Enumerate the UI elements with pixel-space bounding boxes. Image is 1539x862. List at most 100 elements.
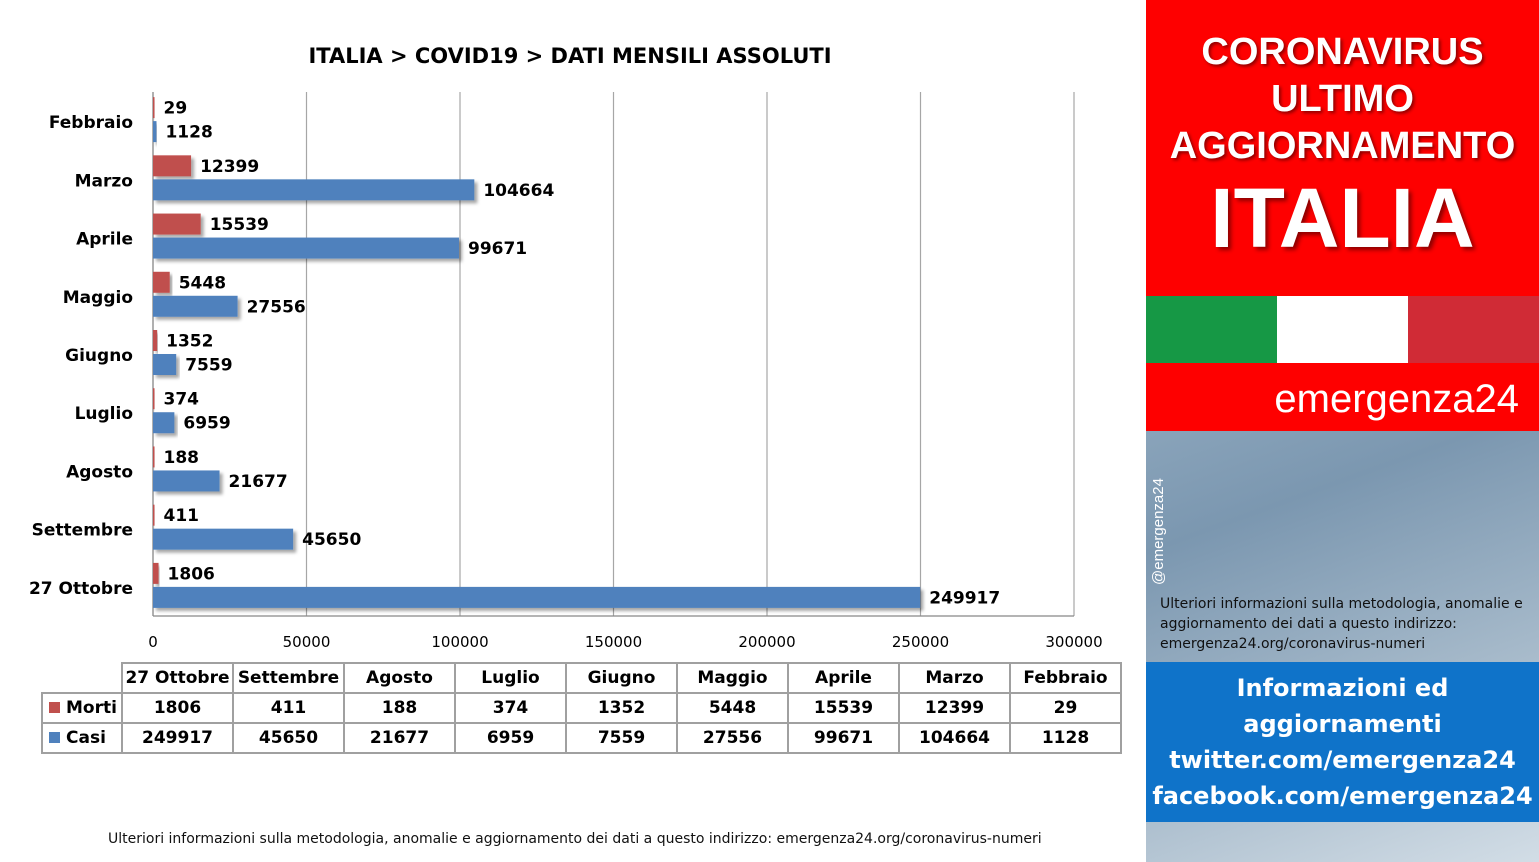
bar-morti <box>153 155 192 177</box>
category-label: 27 Ottobre <box>29 579 133 599</box>
italian-flag <box>1146 296 1539 363</box>
chart-title: ITALIA > COVID19 > DATI MENSILI ASSOLUTI <box>308 44 832 68</box>
category-label: Settembre <box>32 521 133 541</box>
data-label: 12399 <box>200 157 259 177</box>
category-label: Marzo <box>75 171 133 191</box>
table-cell: 5448 <box>676 692 789 724</box>
bar-casi <box>153 354 177 375</box>
bar-morti <box>153 271 170 293</box>
headline-line-1: CORONAVIRUS <box>1201 31 1484 73</box>
table-row: Casi 249917 45650 21677 6959 7559 27556 99671 10… <box>41 722 1122 754</box>
bar-morti <box>153 446 155 468</box>
category-label: Aprile <box>76 230 133 250</box>
table-column-header: Aprile <box>787 662 900 694</box>
table-cell: 6959 <box>454 722 567 754</box>
table-cell: 12399 <box>898 692 1011 724</box>
table-cell: 188 <box>343 692 456 724</box>
headline-line-2: ULTIMO <box>1271 78 1414 120</box>
social-handle: @emergenza24 <box>1150 478 1167 585</box>
bar-casi <box>153 237 459 259</box>
table-column-header: Marzo <box>898 662 1011 694</box>
data-label: 1128 <box>165 123 212 143</box>
data-label: 5448 <box>179 273 226 293</box>
bar-casi <box>153 470 220 492</box>
legend-label: Morti <box>66 698 117 718</box>
flag-green-stripe <box>1146 296 1277 363</box>
category-label: Luglio <box>75 404 133 424</box>
table-cell: 1806 <box>121 692 234 724</box>
info-line-2: aggiornamenti <box>1243 710 1442 738</box>
data-label: 1352 <box>166 332 213 352</box>
table-cell: 99671 <box>787 722 900 754</box>
x-tick-label: 250000 <box>892 633 949 651</box>
data-label: 7559 <box>185 356 232 376</box>
data-label: 104664 <box>483 181 554 201</box>
footer-note: Ulteriori informazioni sulla metodologia… <box>108 831 1042 847</box>
x-tick-label: 0 <box>148 633 158 651</box>
table-column-header: Luglio <box>454 662 567 694</box>
category-label: Maggio <box>63 288 133 308</box>
legend-swatch <box>49 702 60 713</box>
info-line-1: Informazioni ed <box>1236 674 1449 702</box>
info-box: Informazioni ed aggiornamenti twitter.co… <box>1146 662 1539 822</box>
table-cell: 21677 <box>343 722 456 754</box>
bar-casi <box>153 586 921 608</box>
table-column-header: Agosto <box>343 662 456 694</box>
table-cell: 104664 <box>898 722 1011 754</box>
bar-morti <box>153 213 201 235</box>
table-cell: 374 <box>454 692 567 724</box>
x-tick-label: 150000 <box>585 633 642 651</box>
table-cell: 411 <box>232 692 345 724</box>
flag-red-stripe <box>1408 296 1539 363</box>
category-label: Giugno <box>65 346 133 366</box>
data-table: 27 Ottobre Settembre Agosto Luglio Giugno Mag… <box>41 662 1122 754</box>
table-row-header: Casi <box>41 722 123 754</box>
x-tick-label: 50000 <box>283 633 331 651</box>
x-tick-label: 100000 <box>431 633 488 651</box>
bar-morti <box>153 504 155 526</box>
data-label: 411 <box>164 506 200 526</box>
data-label: 6959 <box>183 414 230 434</box>
panel-note: Ulteriori informazioni sulla metodologia… <box>1160 596 1523 652</box>
table-column-header: 27 Ottobre <box>121 662 234 694</box>
data-label: 27556 <box>247 297 306 317</box>
bar-casi <box>153 295 238 317</box>
bar-casi <box>153 121 157 143</box>
side-panel: CORONAVIRUS ULTIMO AGGIORNAMENTO ITALIA … <box>1146 0 1539 862</box>
table-column-header: Giugno <box>565 662 678 694</box>
data-label: 45650 <box>302 530 361 550</box>
data-label: 21677 <box>229 472 288 492</box>
table-row: Morti 1806 411 188 374 1352 5448 15539 12399 29 <box>41 692 1122 724</box>
data-label: 1806 <box>168 564 215 584</box>
twitter-link[interactable]: twitter.com/emergenza24 <box>1169 746 1516 774</box>
table-column-header: Febbraio <box>1009 662 1122 694</box>
bar-chart: 0 50000 100000 150000 200000 250000 300000 Febb… <box>29 92 1103 651</box>
data-label: 15539 <box>210 215 269 235</box>
brand-name: emergenza24 <box>1146 363 1539 431</box>
bar-casi <box>153 528 294 550</box>
table-cell: 29 <box>1009 692 1122 724</box>
table-column-header: Maggio <box>676 662 789 694</box>
data-label: 374 <box>164 390 200 410</box>
data-label: 188 <box>164 448 200 468</box>
country-title: ITALIA <box>1210 171 1475 265</box>
table-cell: 7559 <box>565 722 678 754</box>
headline-line-3: AGGIORNAMENTO <box>1169 125 1516 167</box>
x-tick-label: 200000 <box>738 633 795 651</box>
table-row-header: Morti <box>41 692 123 724</box>
data-label: 29 <box>164 99 188 119</box>
headline-box: CORONAVIRUS ULTIMO AGGIORNAMENTO ITALIA <box>1146 0 1539 296</box>
table-column-header: Settembre <box>232 662 345 694</box>
table-cell: 45650 <box>232 722 345 754</box>
legend-swatch <box>49 732 60 743</box>
legend-label: Casi <box>66 728 106 748</box>
category-label: Agosto <box>66 462 133 482</box>
bar-casi <box>153 179 475 201</box>
table-cell: 1352 <box>565 692 678 724</box>
data-label: 249917 <box>929 588 1000 608</box>
facebook-link[interactable]: facebook.com/emergenza24 <box>1152 782 1533 810</box>
bar-morti <box>153 388 155 410</box>
category-label: Febbraio <box>49 113 133 133</box>
table-corner <box>42 663 122 693</box>
table-cell: 15539 <box>787 692 900 724</box>
